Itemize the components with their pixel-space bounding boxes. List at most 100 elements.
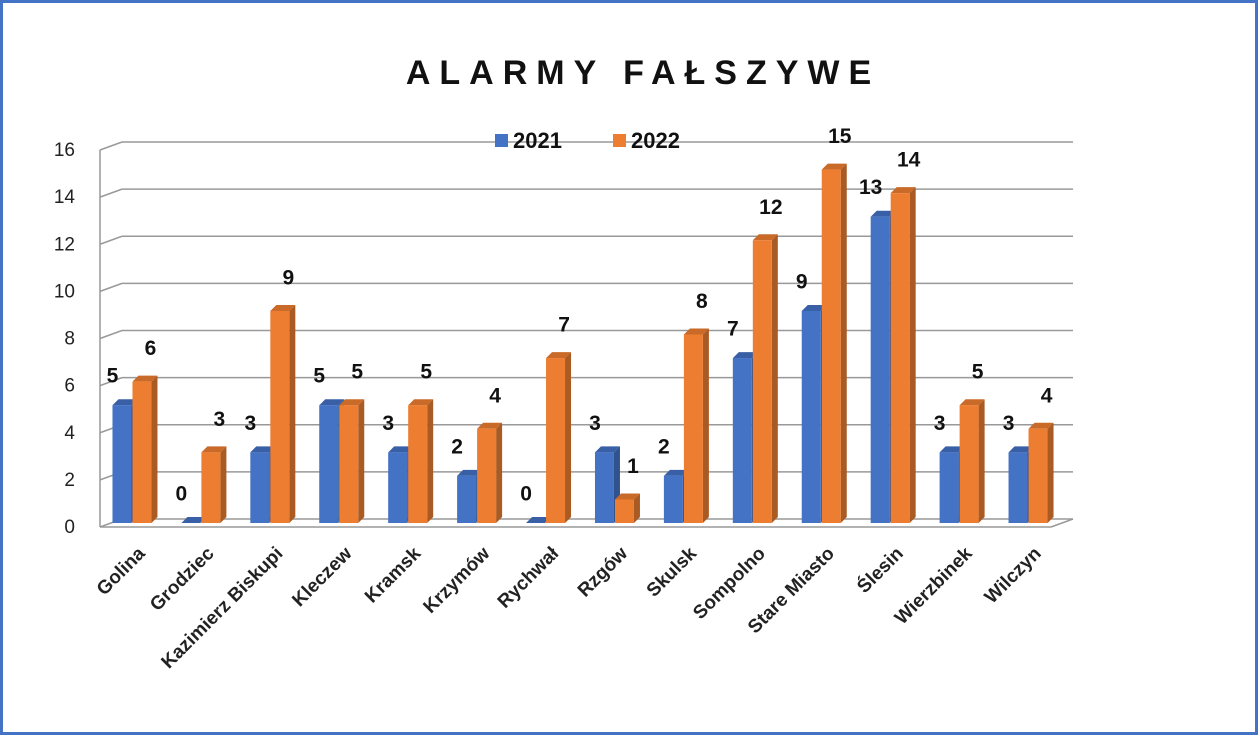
data-label: 3	[589, 412, 601, 435]
bar	[408, 405, 428, 523]
bar	[614, 499, 634, 523]
data-label: 8	[696, 290, 708, 313]
bar	[270, 310, 290, 523]
bar-side	[702, 328, 709, 523]
bar-top	[663, 469, 689, 476]
bar-side	[220, 446, 227, 523]
data-label: 14	[897, 149, 921, 172]
data-label: 5	[351, 361, 363, 384]
grid-line	[99, 376, 123, 387]
bar	[477, 428, 497, 523]
bar-top	[201, 446, 227, 453]
bar	[594, 452, 614, 523]
x-tick-label: Kleczew	[288, 543, 356, 611]
data-label: 0	[520, 483, 532, 506]
y-tick-label: 10	[54, 281, 75, 302]
grid-line	[99, 141, 123, 151]
bar	[683, 334, 703, 523]
bar-side	[771, 234, 778, 523]
bar-top	[821, 163, 847, 170]
grid-line	[99, 329, 123, 340]
bar-side	[978, 399, 985, 523]
y-tick-label: 6	[64, 376, 75, 397]
y-tick-label: 12	[54, 234, 75, 255]
data-label: 1	[627, 455, 639, 478]
data-label: 3	[382, 412, 394, 435]
bar-side	[289, 304, 296, 523]
legend-swatch	[495, 134, 508, 147]
bar	[732, 358, 752, 523]
bar	[663, 475, 683, 523]
bar	[1008, 452, 1028, 523]
bar	[801, 310, 821, 523]
chart-title: ALARMY FAŁSZYWE	[406, 54, 880, 92]
data-label: 5	[420, 361, 432, 384]
data-label: 0	[176, 483, 188, 506]
y-tick-label: 14	[54, 187, 76, 208]
data-label: 12	[759, 196, 782, 219]
grid-line	[99, 235, 123, 245]
x-tick-label: Rzgów	[574, 543, 632, 601]
bar-top	[732, 352, 758, 359]
bar-top	[477, 422, 503, 429]
data-label: 2	[451, 435, 463, 458]
bar	[890, 193, 910, 523]
bar	[132, 381, 152, 523]
x-tick-label: Rychwał	[494, 543, 564, 613]
bar-top	[1008, 446, 1034, 453]
bar	[388, 452, 408, 523]
x-tick-label: Wilczyn	[981, 543, 1046, 608]
bar	[752, 240, 772, 523]
bar-top	[388, 446, 414, 453]
bar	[112, 405, 132, 523]
bar-top	[112, 399, 138, 406]
bar	[821, 169, 841, 523]
bar-top	[250, 446, 276, 453]
grid-line	[99, 282, 123, 293]
bar	[339, 405, 359, 523]
bar-top	[870, 210, 896, 217]
bar	[959, 405, 979, 523]
bar-top	[1028, 422, 1054, 429]
data-label: 9	[796, 270, 808, 293]
bar-top	[939, 446, 965, 453]
data-label: 7	[727, 318, 739, 341]
bar-top	[890, 187, 916, 194]
bar	[1028, 428, 1048, 523]
data-label: 13	[859, 176, 882, 199]
y-tick-label: 16	[54, 140, 75, 161]
y-tick-label: 8	[64, 329, 75, 350]
legend-label: 2022	[631, 128, 680, 153]
x-tick-label: Kazimierz Biskupi	[158, 543, 288, 673]
bar	[319, 405, 339, 523]
bar	[939, 452, 959, 523]
bar-top	[132, 375, 158, 382]
bar	[457, 475, 477, 523]
bar-side	[565, 352, 572, 523]
x-tick-label: Kramsk	[361, 543, 425, 607]
bar-top	[339, 399, 365, 406]
bar	[546, 358, 566, 523]
data-label: 4	[1041, 384, 1053, 407]
bar-top	[181, 517, 207, 523]
y-tick-label: 0	[64, 517, 75, 538]
data-label: 3	[1003, 412, 1015, 435]
data-label: 6	[145, 337, 157, 360]
bar-side	[427, 399, 434, 523]
bar-top	[546, 352, 572, 359]
bar-side	[633, 493, 640, 523]
legend-swatch	[613, 134, 626, 147]
bar-side	[358, 399, 365, 523]
data-label: 9	[282, 266, 294, 289]
bar	[201, 452, 221, 523]
bar-side	[151, 375, 158, 523]
data-label: 5	[313, 365, 325, 388]
data-label: 5	[107, 365, 119, 388]
bar-top	[801, 304, 827, 311]
bar-side	[840, 163, 847, 523]
x-tick-label: Skulsk	[643, 543, 701, 601]
data-label: 3	[214, 408, 226, 431]
y-tick-label: 2	[64, 470, 75, 491]
legend-label: 2021	[513, 128, 562, 153]
